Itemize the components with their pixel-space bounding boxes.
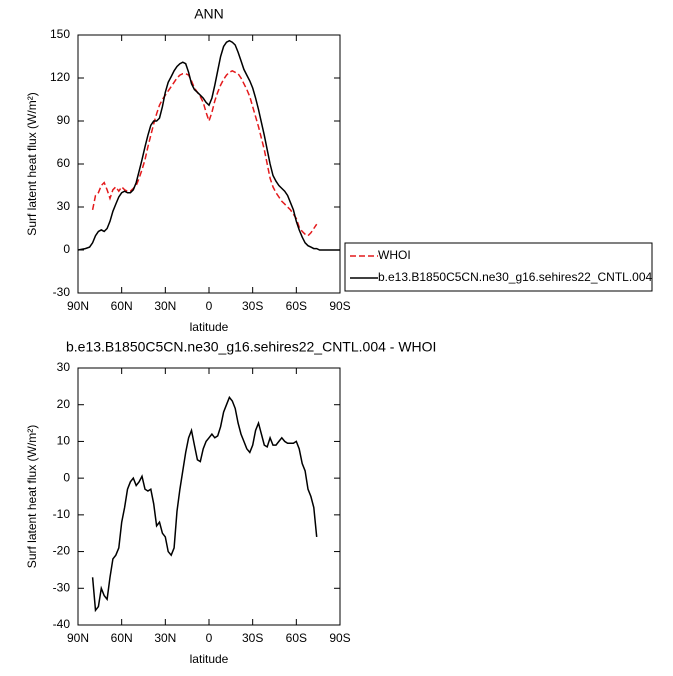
y-tick-label: -30 bbox=[53, 580, 71, 594]
chart-title: b.e13.B1850C5CN.ne30_g16.sehires22_CNTL.… bbox=[66, 339, 436, 355]
y-tick-label: 30 bbox=[57, 199, 71, 213]
y-tick-label: 0 bbox=[63, 242, 70, 256]
plot-frame bbox=[77, 34, 341, 294]
y-tick-label: 120 bbox=[50, 70, 70, 84]
y-tick-label: 150 bbox=[50, 27, 70, 41]
x-tick-label: 60S bbox=[286, 299, 307, 313]
chart-title: ANN bbox=[194, 6, 224, 22]
series-line bbox=[77, 39, 340, 251]
x-axis-label: latitude bbox=[190, 320, 229, 334]
legend-label: WHOI bbox=[378, 248, 411, 262]
y-tick-label: -10 bbox=[53, 507, 71, 521]
x-tick-label: 90S bbox=[329, 631, 350, 645]
legend-label: b.e13.B1850C5CN.ne30_g16.sehires22_CNTL.… bbox=[378, 270, 653, 284]
x-tick-label: 90N bbox=[67, 631, 89, 645]
x-tick-label: 0 bbox=[206, 299, 213, 313]
x-tick-label: 0 bbox=[206, 631, 213, 645]
series-line bbox=[91, 69, 318, 237]
y-tick-label: 30 bbox=[57, 360, 71, 374]
y-axis-label: Surf latent heat flux (W/m²) bbox=[25, 425, 39, 568]
x-tick-label: 60N bbox=[111, 299, 133, 313]
y-tick-label: -30 bbox=[53, 285, 71, 299]
x-tick-label: 30N bbox=[154, 631, 176, 645]
x-tick-label: 90N bbox=[67, 299, 89, 313]
x-axis-label: latitude bbox=[190, 652, 229, 666]
x-tick-label: 90S bbox=[329, 299, 350, 313]
x-tick-label: 60N bbox=[111, 631, 133, 645]
y-tick-label: -40 bbox=[53, 617, 71, 631]
x-tick-label: 30S bbox=[242, 631, 263, 645]
y-axis-label: Surf latent heat flux (W/m²) bbox=[25, 92, 39, 235]
x-tick-label: 60S bbox=[286, 631, 307, 645]
plot-frame bbox=[77, 367, 341, 626]
y-tick-label: 90 bbox=[57, 113, 71, 127]
legend-box bbox=[344, 242, 653, 292]
x-tick-label: 30N bbox=[154, 299, 176, 313]
y-tick-label: 20 bbox=[57, 397, 71, 411]
y-tick-label: 60 bbox=[57, 156, 71, 170]
series-line bbox=[91, 395, 318, 613]
y-tick-label: 0 bbox=[63, 470, 70, 484]
y-tick-label: 10 bbox=[57, 434, 71, 448]
y-tick-label: -20 bbox=[53, 544, 71, 558]
x-tick-label: 30S bbox=[242, 299, 263, 313]
